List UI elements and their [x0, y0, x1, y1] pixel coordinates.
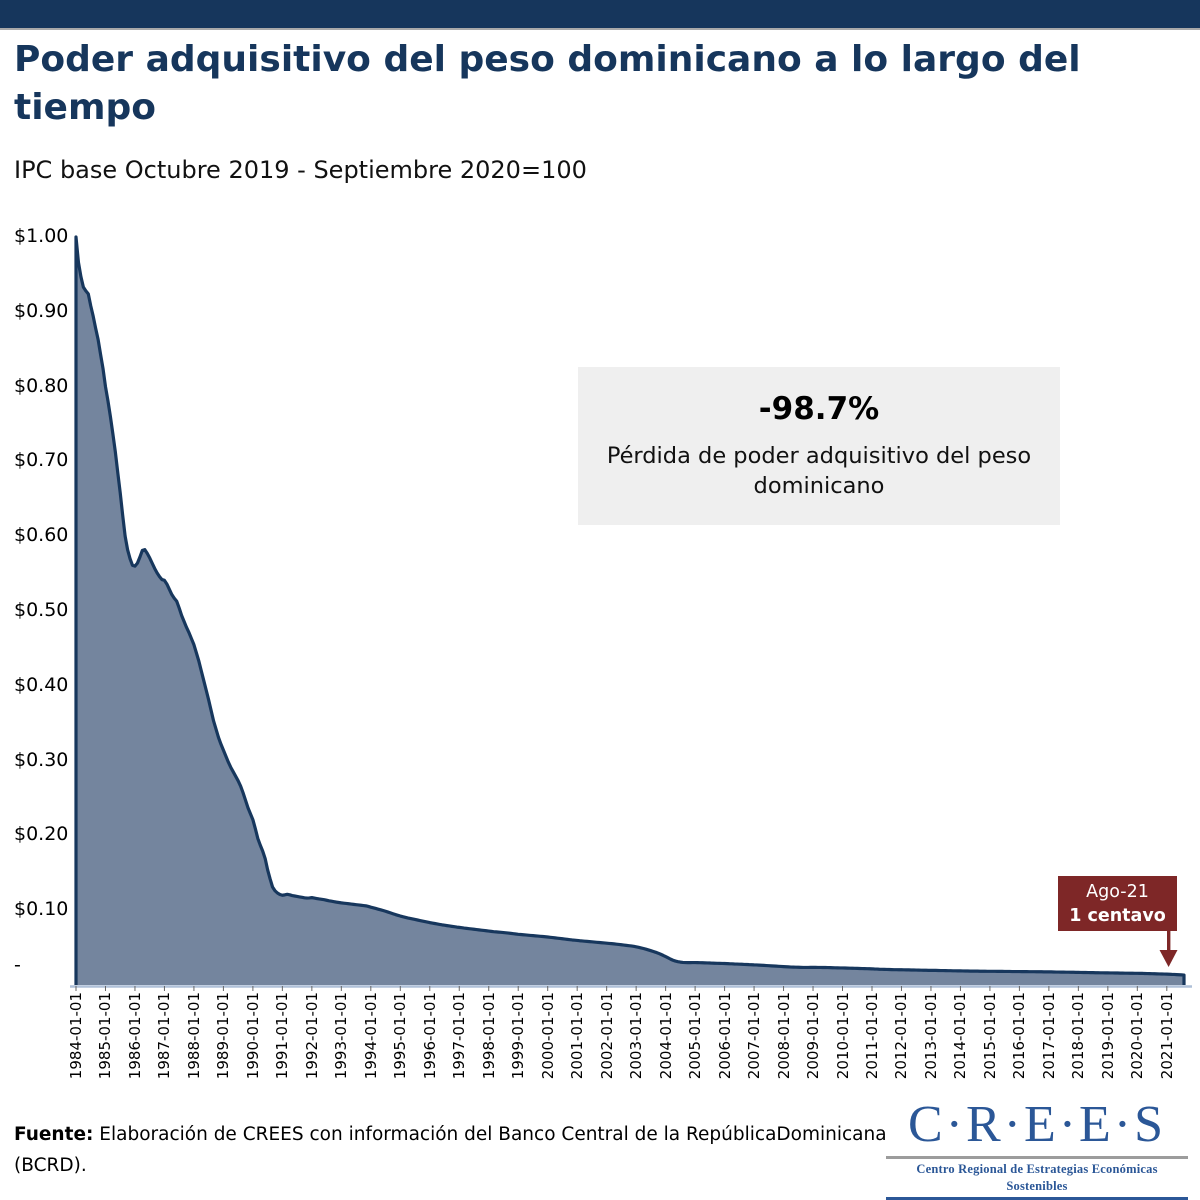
x-tick-label: 2011-01-01	[862, 992, 881, 1080]
x-tick-label: 2008-01-01	[774, 992, 793, 1080]
area-series-fill	[76, 237, 1184, 985]
area-series-line	[74, 235, 1186, 985]
x-tick-label: 1996-01-01	[420, 992, 439, 1080]
source-label: Fuente:	[14, 1124, 94, 1145]
x-tick-label: 1988-01-01	[184, 992, 203, 1080]
loss-annotation-box: -98.7% Pérdida de poder adquisitivo del …	[578, 367, 1060, 525]
x-axis-ticks	[75, 986, 1168, 991]
x-tick-label: 1998-01-01	[479, 992, 498, 1080]
x-tick-label: 1994-01-01	[361, 992, 380, 1080]
x-tick-label: 1990-01-01	[243, 992, 262, 1080]
header-bar	[0, 0, 1200, 30]
chart-title: Poder adquisitivo del peso dominicano a …	[14, 39, 1081, 128]
x-tick-label: 2018-01-01	[1069, 992, 1088, 1080]
x-tick-label: 2006-01-01	[715, 992, 734, 1080]
chart-subtitle: IPC base Octubre 2019 - Septiembre 2020=…	[14, 156, 587, 184]
y-tick-label: -	[14, 954, 21, 976]
loss-description: Pérdida de poder adquisitivo del peso do…	[606, 443, 1032, 499]
x-tick-label: 1992-01-01	[302, 992, 321, 1080]
x-tick-label: 1989-01-01	[214, 992, 233, 1080]
x-tick-label: 1986-01-01	[125, 992, 144, 1080]
crees-logo-name: C·R·E·E·S	[907, 1096, 1167, 1153]
x-tick-label: 1984-01-01	[67, 992, 85, 1080]
callout-date-label: Ago-21	[1086, 882, 1149, 902]
crees-logo-gray-rule	[886, 1156, 1188, 1159]
y-tick-label: $0.30	[14, 748, 69, 771]
crees-logo-blue-rule	[886, 1197, 1188, 1200]
crees-logo-tagline: Centro Regional de Estrategias Económica…	[916, 1162, 1158, 1193]
x-tick-label: 1987-01-01	[155, 992, 174, 1080]
x-tick-label: 2013-01-01	[921, 992, 940, 1080]
y-tick-label: $0.50	[14, 599, 69, 621]
x-tick-label: 1997-01-01	[450, 992, 469, 1080]
y-tick-label: $1.00	[14, 225, 69, 247]
x-tick-label: 2017-01-01	[1039, 992, 1058, 1080]
x-tick-label: 2005-01-01	[686, 992, 705, 1080]
x-tick-label: 2009-01-01	[804, 992, 823, 1080]
x-tick-label: 2004-01-01	[656, 992, 675, 1080]
x-tick-label: 2016-01-01	[1010, 992, 1029, 1080]
y-tick-label: $0.40	[14, 673, 69, 696]
loss-percentage: -98.7%	[758, 391, 880, 427]
source-text: Fuente: Elaboración de CREES con informa…	[14, 1119, 900, 1181]
x-tick-label: 2010-01-01	[833, 992, 852, 1080]
x-tick-label: 2014-01-01	[951, 992, 970, 1080]
y-tick-label: $0.90	[14, 299, 69, 322]
callout-arrow	[1159, 930, 1178, 967]
x-tick-label: 1993-01-01	[332, 992, 351, 1080]
callout-ago21-box: Ago-21 1 centavo	[1058, 876, 1177, 931]
x-tick-label: 2001-01-01	[568, 992, 587, 1080]
x-tick-label: 2003-01-01	[627, 992, 646, 1080]
y-tick-label: $0.70	[14, 449, 69, 472]
source-body: Elaboración de CREES con información del…	[14, 1124, 887, 1176]
y-tick-label: $0.60	[14, 524, 69, 547]
x-tick-label: 2012-01-01	[892, 992, 911, 1080]
x-tick-label: 2019-01-01	[1098, 992, 1117, 1080]
x-tick-label: 2007-01-01	[745, 992, 764, 1080]
callout-value-label: 1 centavo	[1069, 906, 1166, 926]
x-tick-label: 2021-01-01	[1157, 992, 1176, 1080]
x-tick-label: 1995-01-01	[391, 992, 410, 1080]
crees-logo: C·R·E·E·S Centro Regional de Estrategias…	[886, 1096, 1188, 1200]
x-tick-label: 1985-01-01	[96, 992, 115, 1080]
x-tick-label: 2002-01-01	[597, 992, 616, 1080]
y-tick-label: $0.10	[14, 898, 69, 921]
x-tick-label: 1999-01-01	[509, 992, 528, 1080]
y-tick-label: $0.20	[14, 823, 69, 846]
x-tick-label: 1991-01-01	[273, 992, 292, 1080]
x-tick-label: 2015-01-01	[980, 992, 999, 1080]
x-tick-label: 2000-01-01	[538, 992, 557, 1080]
y-tick-label: $0.80	[14, 374, 69, 397]
x-tick-label: 2020-01-01	[1128, 992, 1147, 1080]
